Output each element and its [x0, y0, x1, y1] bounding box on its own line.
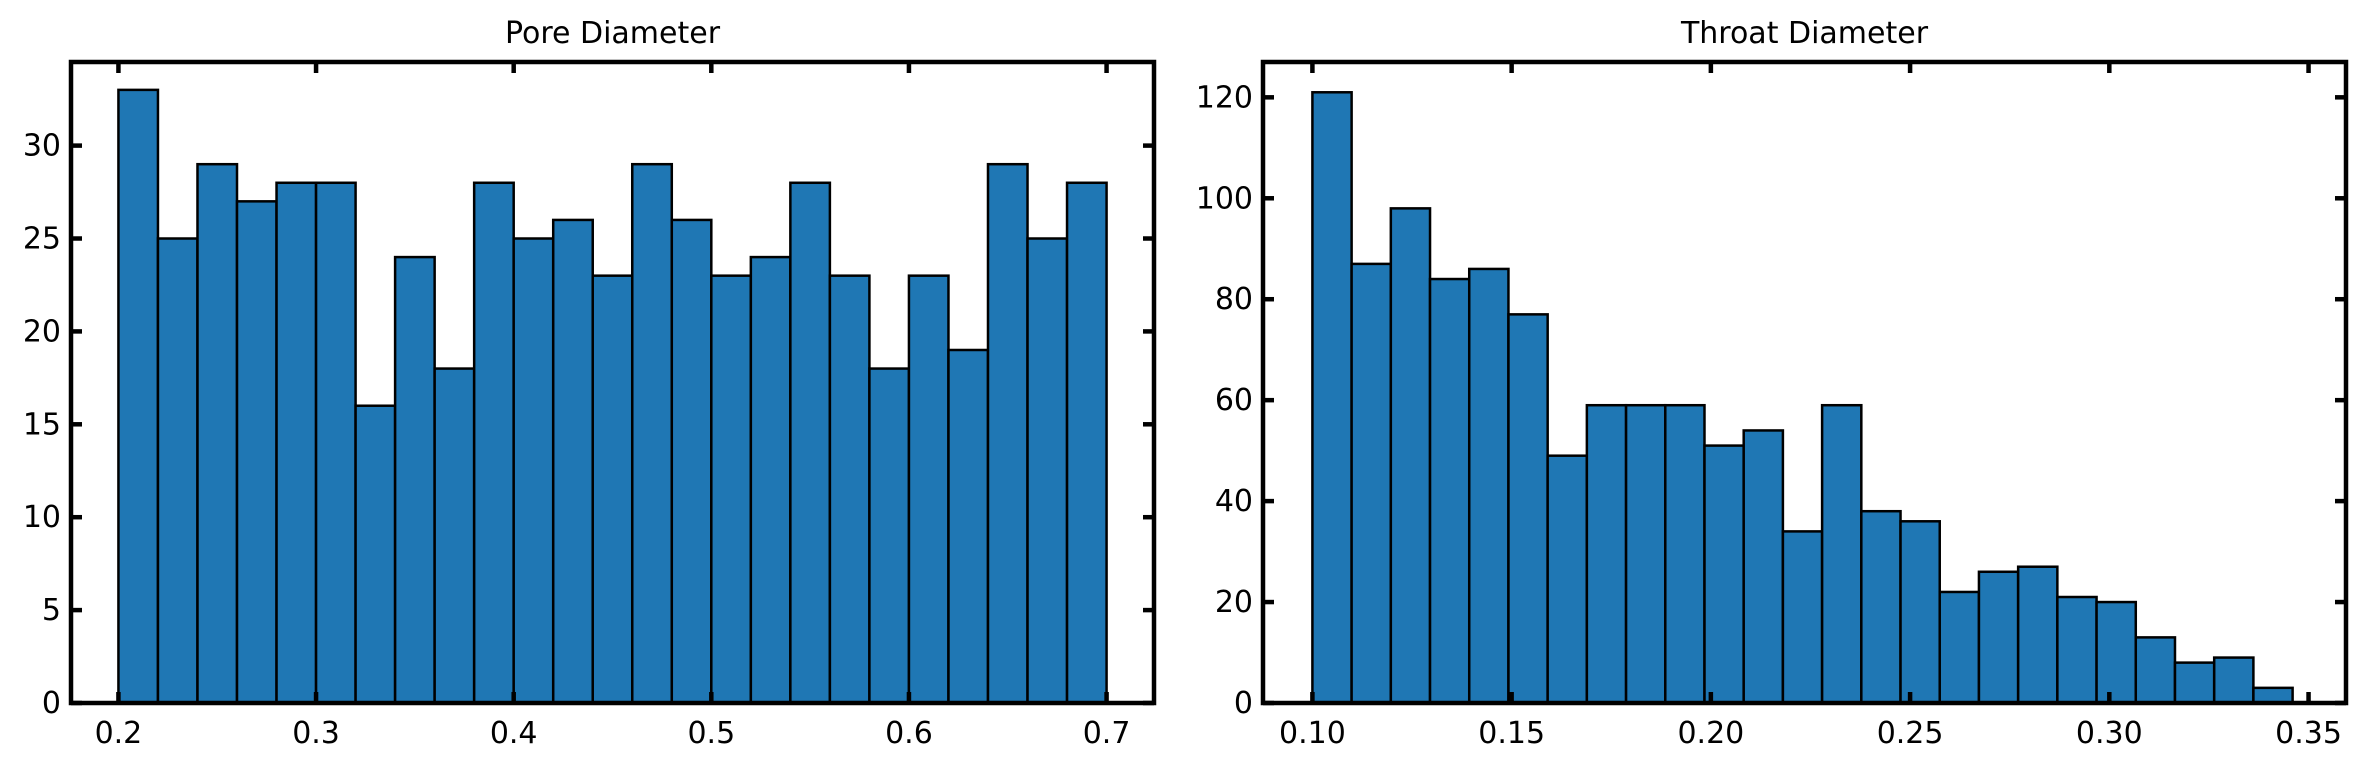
y-tick-labels: 0 5 10 15 20 25 30 [23, 129, 61, 721]
bar [433, 367, 476, 705]
y-tick-label: 100 [1196, 181, 1253, 216]
y-tick-label: 40 [1215, 484, 1253, 519]
bar [1781, 530, 1824, 705]
y-tick-label: 0 [1234, 686, 1253, 721]
bar [2095, 600, 2138, 705]
bar [1742, 429, 1785, 705]
plot-frame [68, 59, 1157, 706]
x-tick-label: 0.25 [1877, 716, 1944, 751]
y-tick-label: 10 [23, 500, 61, 535]
bar [631, 162, 674, 705]
x-tick-label: 0.20 [1677, 716, 1744, 751]
bar [1389, 207, 1432, 705]
bar [710, 274, 753, 705]
y-tick-label: 20 [1215, 585, 1253, 620]
bar [1899, 520, 1941, 705]
x-tick-label: 0.5 [687, 716, 735, 751]
y-tick-label: 25 [23, 222, 61, 257]
bar [1938, 590, 1981, 705]
x-tick-labels: 0.2 0.3 0.4 0.5 0.6 0.7 [95, 716, 1131, 751]
bar [117, 88, 160, 705]
bar [1026, 237, 1069, 705]
y-tick-label: 20 [23, 314, 61, 349]
x-tick-labels: 0.10 0.15 0.20 0.25 0.30 0.35 [1279, 716, 2342, 751]
bar [1585, 403, 1628, 705]
x-tick-label: 0.30 [2076, 716, 2143, 751]
chart-title: Throat Diameter [1680, 16, 1929, 51]
bar [196, 162, 239, 705]
bar [2252, 686, 2294, 705]
bar [749, 255, 792, 705]
bar [789, 181, 832, 705]
bar [1820, 403, 1863, 705]
bar [472, 181, 515, 705]
bar [235, 200, 278, 705]
bar [670, 218, 713, 705]
y-tick-labels: 0 20 40 60 80 100 120 [1196, 80, 1253, 721]
x-tick-label: 0.3 [292, 716, 340, 751]
bar [1546, 454, 1589, 705]
plot-frame [1260, 59, 2349, 706]
bar [947, 348, 990, 705]
y-tick-label: 5 [42, 593, 61, 628]
bar [354, 404, 397, 705]
throat-diameter-histogram: Throat Diameter 0.10 0.15 0.20 0.25 0.30 0.35… [1196, 16, 2349, 751]
bar [1065, 181, 1108, 705]
bar [393, 255, 436, 705]
pore-diameter-histogram: Pore Diameter 0.2 0.3 0.4 0.5 0.6 0.7 0 5 10 15 2… [23, 16, 1157, 751]
bar [156, 237, 199, 705]
x-tick-label: 0.4 [490, 716, 538, 751]
bar [1624, 403, 1667, 705]
bar [551, 218, 594, 705]
bar [1507, 313, 1549, 705]
x-tick-label: 0.7 [1083, 716, 1131, 751]
bars [1311, 91, 2294, 705]
bar [314, 181, 357, 705]
bar [2056, 595, 2098, 705]
bar [1703, 444, 1745, 705]
bar [986, 162, 1029, 705]
bar [2212, 656, 2255, 705]
x-tick-label: 0.35 [2275, 716, 2342, 751]
y-tick-label: 80 [1215, 282, 1253, 317]
bar [1350, 262, 1393, 705]
chart-title: Pore Diameter [505, 16, 721, 51]
bar [1467, 267, 1510, 705]
bar [828, 274, 871, 705]
bar [1664, 403, 1706, 705]
y-tick-label: 15 [23, 407, 61, 442]
bar [275, 181, 318, 705]
bar [907, 274, 950, 705]
bars [117, 88, 1108, 705]
bar [2016, 565, 2059, 705]
y-tick-label: 0 [42, 686, 61, 721]
bar [2134, 636, 2177, 705]
bar [1977, 570, 2020, 705]
x-tick-label: 0.10 [1279, 716, 1346, 751]
x-tick-label: 0.15 [1478, 716, 1545, 751]
bar [2173, 661, 2216, 705]
bar [1311, 91, 1353, 705]
bar [512, 237, 555, 705]
bar [1860, 509, 1902, 705]
x-tick-label: 0.2 [95, 716, 143, 751]
y-tick-label: 120 [1196, 80, 1253, 115]
bar [591, 274, 634, 705]
y-tick-label: 60 [1215, 383, 1253, 418]
x-tick-label: 0.6 [885, 716, 933, 751]
y-tick-label: 30 [23, 129, 61, 164]
bar [868, 367, 911, 705]
bar [1428, 277, 1471, 705]
